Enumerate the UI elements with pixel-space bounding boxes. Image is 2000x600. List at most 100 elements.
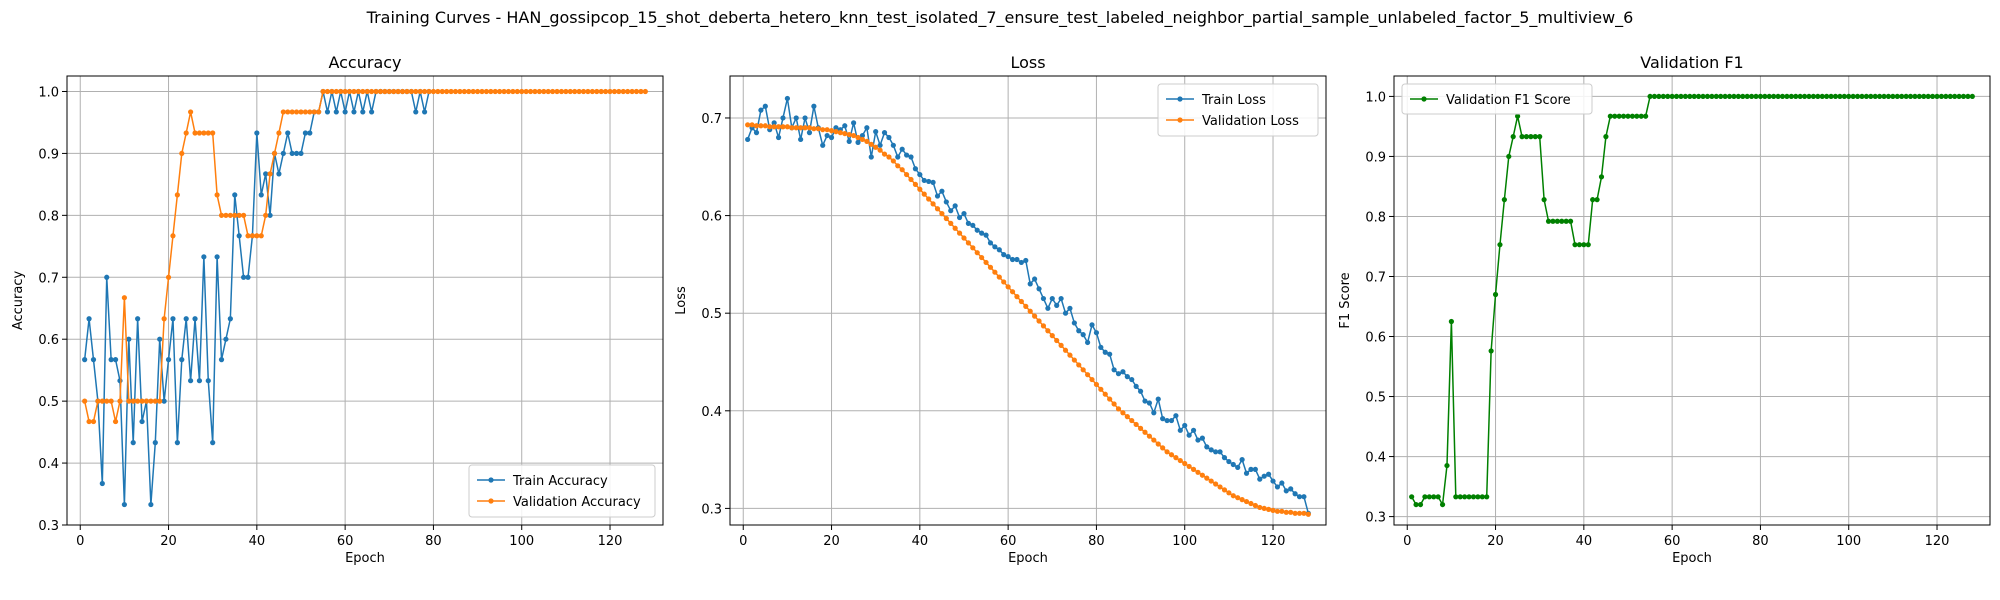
data-point-train-loss	[828, 134, 835, 141]
data-point-validation-f1-score	[1598, 174, 1605, 180]
data-point-validation-accuracy	[245, 233, 251, 239]
data-point-train-loss	[780, 115, 786, 121]
data-point-train-loss	[1195, 437, 1201, 443]
legend-swatch-marker	[1177, 117, 1183, 123]
data-point-train-accuracy	[117, 378, 123, 384]
data-point-validation-loss	[815, 126, 821, 132]
data-point-validation-f1-score	[1559, 218, 1565, 224]
data-point-validation-loss	[1288, 509, 1294, 515]
data-point-train-accuracy	[276, 171, 282, 177]
data-point-validation-loss	[749, 122, 755, 128]
data-point-validation-f1-score	[1678, 93, 1684, 100]
x-tick-label: 60	[337, 534, 354, 549]
data-point-validation-f1-score	[1735, 93, 1741, 100]
data-point-train-loss	[961, 211, 967, 217]
data-point-validation-accuracy	[550, 88, 556, 95]
data-point-validation-accuracy	[232, 212, 238, 218]
data-point-validation-accuracy	[227, 212, 233, 218]
x-tick-label: 20	[160, 534, 177, 549]
data-point-train-accuracy	[280, 150, 286, 157]
data-point-validation-f1-score	[1497, 242, 1503, 248]
data-point-validation-loss	[1257, 504, 1263, 511]
data-point-train-loss	[1204, 444, 1210, 450]
data-point-validation-loss	[1027, 308, 1033, 314]
data-point-validation-loss	[903, 171, 910, 178]
data-point-train-loss	[1089, 322, 1095, 328]
data-point-validation-loss	[1208, 478, 1214, 484]
data-point-validation-f1-score	[1590, 197, 1596, 203]
data-point-validation-accuracy	[563, 88, 569, 95]
legend-frame	[1157, 83, 1319, 137]
data-point-validation-f1-score	[1435, 494, 1441, 500]
data-point-train-loss	[851, 120, 857, 126]
data-point-train-loss	[1190, 427, 1197, 433]
data-point-validation-loss	[767, 124, 773, 130]
data-point-validation-accuracy	[121, 295, 127, 301]
data-point-validation-accuracy	[642, 88, 648, 95]
data-point-validation-loss	[1296, 510, 1303, 516]
data-point-validation-f1-score	[1700, 93, 1706, 100]
data-point-validation-loss	[1001, 279, 1007, 285]
data-point-train-loss	[1221, 455, 1228, 461]
data-point-validation-f1-score	[1815, 93, 1821, 100]
data-point-validation-f1-score	[1846, 93, 1852, 100]
data-point-validation-accuracy	[501, 88, 507, 95]
panel-loss: 0 20 40 60 80 100 120 0.3 0.4 0.5 0.6 0.7 Loss Epoch L…	[674, 53, 1327, 566]
data-point-train-accuracy	[130, 440, 136, 446]
data-point-validation-f1-score	[1854, 93, 1861, 100]
data-point-validation-accuracy	[461, 88, 467, 95]
data-point-validation-accuracy	[99, 398, 105, 404]
y-tick-label: 0.7	[1365, 270, 1386, 285]
data-point-train-loss	[784, 95, 790, 102]
data-point-train-loss	[974, 227, 980, 233]
data-point-validation-loss	[934, 206, 941, 212]
data-point-validation-f1-score	[1510, 134, 1516, 140]
x-tick-label: 100	[1172, 534, 1197, 549]
data-point-validation-accuracy	[214, 192, 220, 198]
data-point-validation-accuracy	[514, 88, 520, 95]
data-point-train-accuracy	[218, 357, 225, 363]
data-point-validation-loss	[1009, 289, 1016, 295]
data-point-validation-accuracy	[532, 88, 538, 95]
data-point-validation-loss	[1160, 445, 1166, 451]
data-point-validation-loss	[1023, 303, 1029, 309]
data-point-validation-loss	[868, 141, 874, 147]
data-point-validation-loss	[1235, 495, 1241, 501]
data-point-validation-accuracy	[391, 88, 397, 95]
data-point-validation-loss	[987, 264, 994, 270]
data-point-train-loss	[1266, 471, 1272, 477]
data-point-validation-f1-score	[1850, 93, 1856, 100]
data-point-validation-f1-score	[1550, 218, 1556, 224]
y-tick-label: 0.8	[38, 209, 59, 224]
data-point-validation-accuracy	[320, 88, 326, 95]
data-point-validation-f1-score	[1749, 93, 1755, 100]
data-point-validation-loss	[930, 201, 936, 207]
data-point-validation-f1-score	[1409, 494, 1415, 500]
data-point-train-loss	[806, 130, 813, 136]
data-point-validation-loss	[908, 176, 914, 183]
data-point-train-loss	[775, 134, 782, 141]
data-point-validation-f1-score	[1859, 93, 1865, 100]
data-point-validation-loss	[1071, 357, 1077, 363]
data-point-validation-loss	[1032, 313, 1038, 319]
data-point-validation-loss	[921, 191, 927, 197]
data-point-validation-loss	[859, 136, 866, 143]
data-point-train-accuracy	[267, 212, 273, 218]
data-point-train-accuracy	[139, 418, 145, 425]
data-point-train-loss	[846, 138, 852, 144]
data-point-train-loss	[1239, 457, 1245, 463]
data-point-train-accuracy	[174, 440, 180, 446]
data-point-train-loss	[881, 130, 888, 136]
legend-swatch-marker	[1421, 96, 1427, 102]
data-point-validation-accuracy	[280, 109, 286, 115]
data-point-validation-loss	[1190, 466, 1197, 472]
data-point-validation-loss	[886, 154, 892, 160]
legend: Train Accuracy Validation Accuracy	[468, 464, 656, 518]
data-point-validation-accuracy	[474, 88, 481, 95]
data-point-train-loss	[1027, 281, 1033, 287]
data-point-validation-f1-score	[1665, 93, 1671, 100]
data-point-validation-f1-score	[1930, 93, 1936, 100]
x-tick-label: 0	[1403, 534, 1411, 549]
x-axis-label: Epoch	[1008, 551, 1048, 566]
